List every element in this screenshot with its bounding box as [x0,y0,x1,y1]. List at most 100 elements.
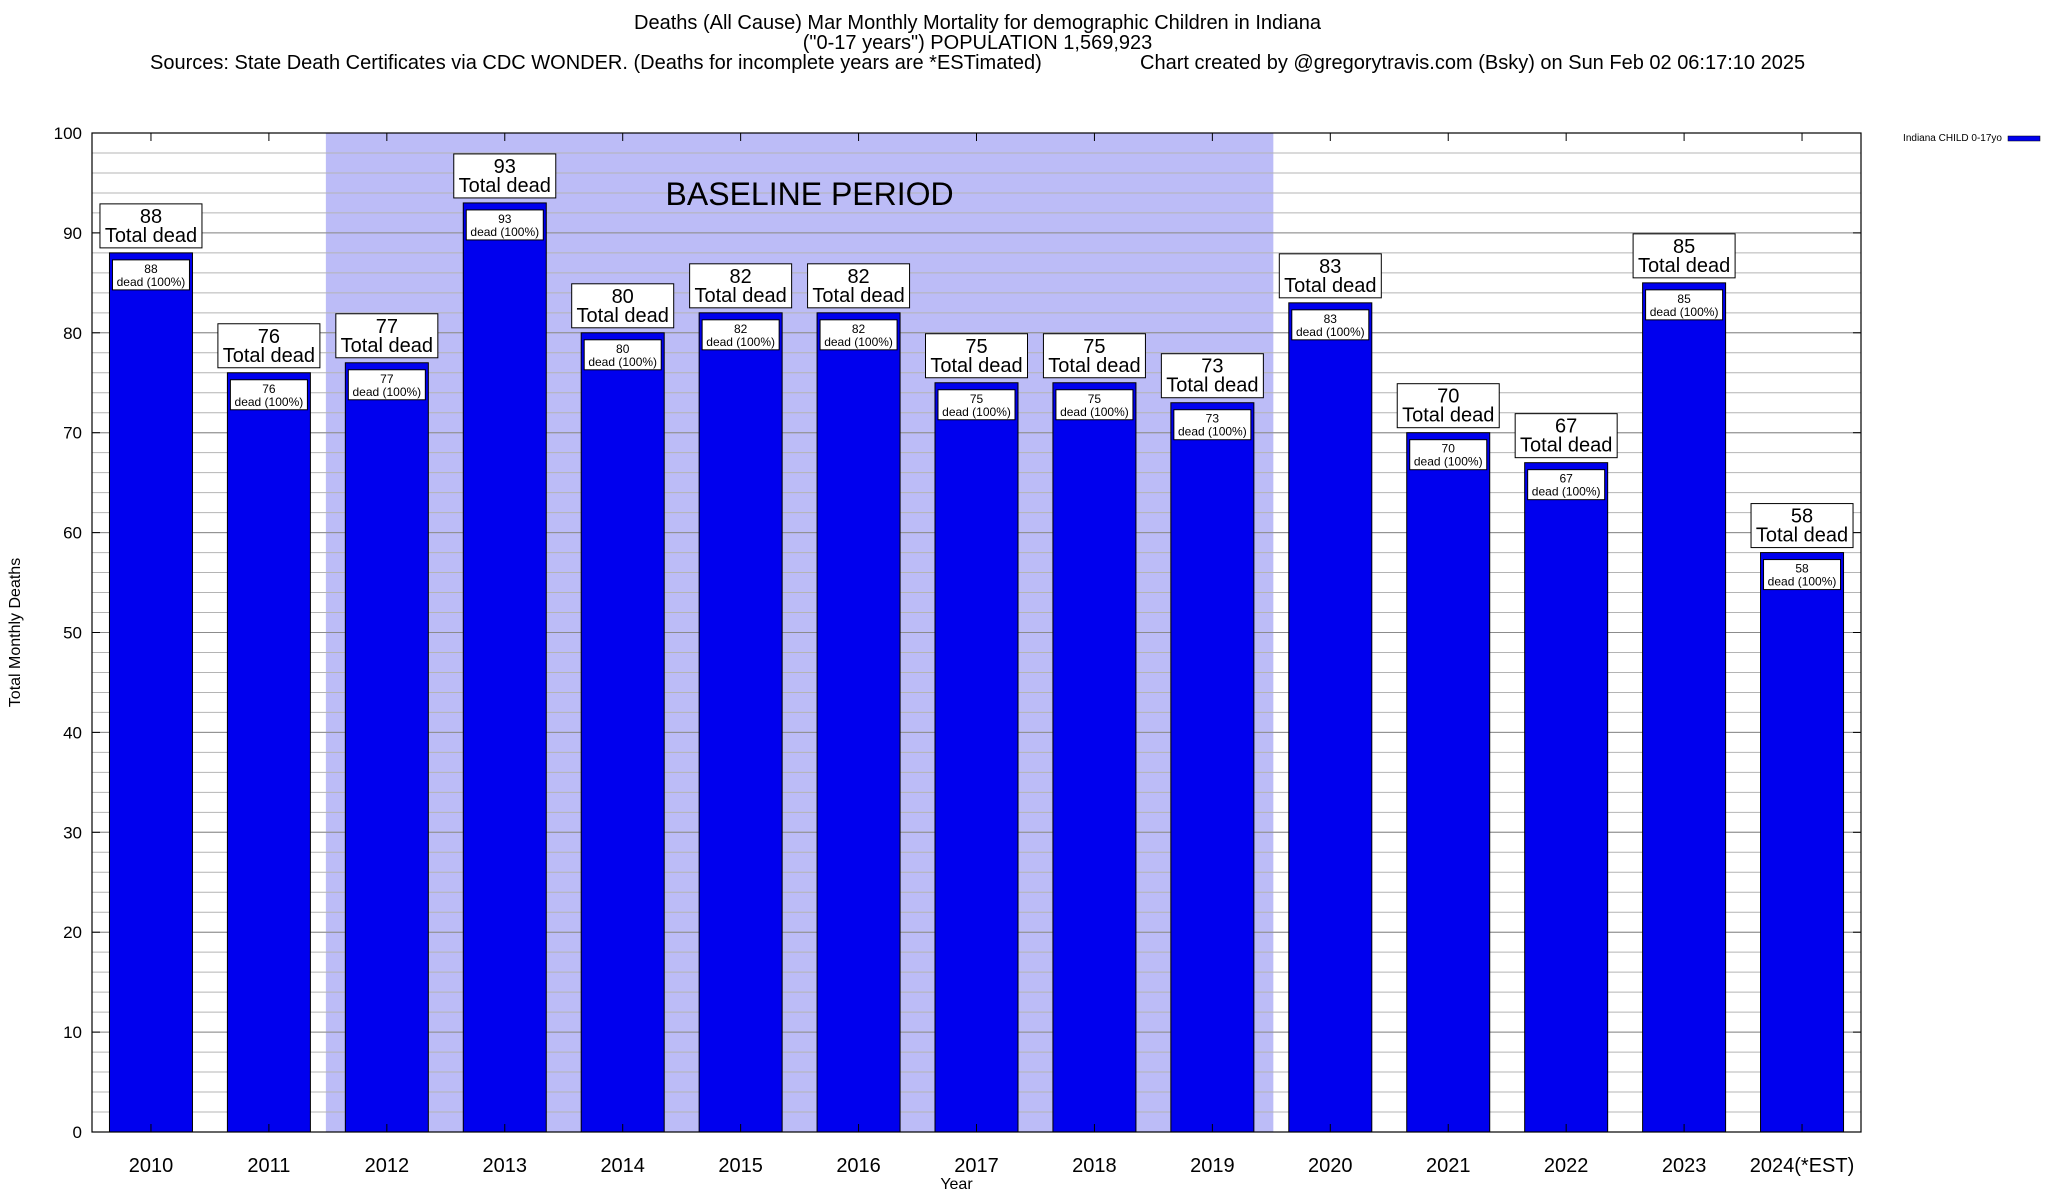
y-tick-label: 10 [63,1023,82,1042]
inner-percent-label: dead (100%) [352,385,421,399]
bar [462,202,547,1133]
top-label-box [1750,503,1854,549]
inner-label-box [465,209,544,241]
inner-percent-label: dead (100%) [942,405,1011,419]
top-total-dead-label: Total dead [341,335,433,357]
top-value-label: 70 [1437,386,1459,408]
inner-label-box [347,369,426,401]
x-tick-label: 2017 [954,1155,999,1177]
inner-percent-label: dead (100%) [1178,425,1247,439]
top-total-dead-label: Total dead [1048,355,1140,377]
top-total-dead-label: Total dead [1284,275,1376,297]
top-total-dead-label: Total dead [105,225,197,247]
inner-label-box [1173,409,1252,441]
top-value-label: 58 [1791,506,1813,528]
inner-percent-label: dead (100%) [824,335,893,349]
inner-label-box [701,319,780,351]
inner-label-box [1645,289,1724,321]
inner-value-label: 70 [1442,442,1456,456]
bar [580,332,665,1133]
top-label-box [807,263,911,309]
inner-percent-label: dead (100%) [470,225,539,239]
y-tick-label: 50 [63,624,82,643]
top-total-dead-label: Total dead [1520,435,1612,457]
inner-percent-label: dead (100%) [235,395,304,409]
chart-sources: Sources: State Death Certificates via CD… [150,52,1042,74]
bar [1052,382,1137,1133]
y-tick-label: 20 [63,923,82,942]
x-tick-label: 2016 [836,1155,881,1177]
inner-value-label: 77 [380,372,394,386]
inner-value-label: 85 [1677,292,1691,306]
inner-value-label: 58 [1795,562,1809,576]
top-label-box [453,153,557,199]
top-label-box [571,283,675,329]
y-tick-label: 90 [63,224,82,243]
x-tick-label: 2020 [1308,1155,1353,1177]
top-total-dead-label: Total dead [1638,255,1730,277]
inner-percent-label: dead (100%) [1650,305,1719,319]
top-value-label: 80 [612,286,634,308]
inner-value-label: 82 [734,322,748,336]
bar [1760,552,1845,1133]
y-tick-label: 100 [54,124,82,143]
inner-percent-label: dead (100%) [1296,325,1365,339]
top-value-label: 73 [1201,356,1223,378]
inner-percent-label: dead (100%) [117,275,186,289]
top-label-box [1278,253,1382,299]
inner-label-box [1409,439,1488,471]
bar [226,372,311,1133]
top-total-dead-label: Total dead [1166,375,1258,397]
top-total-dead-label: Total dead [1402,405,1494,427]
bar [698,312,783,1133]
x-tick-label: 2024(*EST) [1750,1155,1855,1177]
bar [816,312,901,1133]
chart-title-line1: Deaths (All Cause) Mar Monthly Mortality… [634,12,1321,34]
inner-label-box [819,319,898,351]
chart-credit: Chart created by @gregorytravis.com (Bsk… [1140,52,1806,74]
top-label-box [1396,383,1500,429]
x-tick-label: 2021 [1426,1155,1471,1177]
inner-label-box [1291,309,1370,341]
top-label-box [335,313,439,359]
bar [1524,462,1609,1133]
inner-value-label: 67 [1559,472,1573,486]
top-total-dead-label: Total dead [459,175,551,197]
inner-label-box [1763,559,1842,591]
top-total-dead-label: Total dead [577,305,669,327]
inner-value-label: 82 [852,322,866,336]
inner-value-label: 80 [616,342,630,356]
inner-label-box [1527,469,1606,501]
bar [1170,402,1255,1133]
top-label-box [925,333,1028,379]
inner-value-label: 93 [498,212,512,226]
top-value-label: 82 [847,266,869,288]
inner-label-box [583,339,662,371]
y-tick-label: 0 [73,1123,82,1142]
inner-percent-label: dead (100%) [1532,485,1601,499]
top-total-dead-label: Total dead [223,345,315,367]
bar [108,252,193,1133]
top-label-box [217,323,321,369]
bar [934,382,1019,1133]
inner-percent-label: dead (100%) [1414,455,1483,469]
x-tick-label: 2014 [600,1155,645,1177]
x-axis-label: Year [940,1176,973,1193]
top-value-label: 77 [376,316,398,338]
x-tick-label: 2015 [718,1155,763,1177]
inner-label-box [229,379,308,411]
legend-label: Indiana CHILD 0-17yo [1903,133,2002,144]
x-tick-label: 2012 [365,1155,410,1177]
top-value-label: 75 [1083,336,1105,358]
top-total-dead-label: Total dead [694,285,786,307]
inner-label-box [937,389,1016,421]
x-tick-label: 2010 [129,1155,174,1177]
top-value-label: 76 [258,326,280,348]
bar [1406,432,1491,1133]
y-axis-label: Total Monthly Deaths [7,558,24,707]
top-value-label: 75 [965,336,987,358]
inner-percent-label: dead (100%) [706,335,775,349]
x-tick-label: 2022 [1544,1155,1589,1177]
x-tick-label: 2023 [1662,1155,1707,1177]
